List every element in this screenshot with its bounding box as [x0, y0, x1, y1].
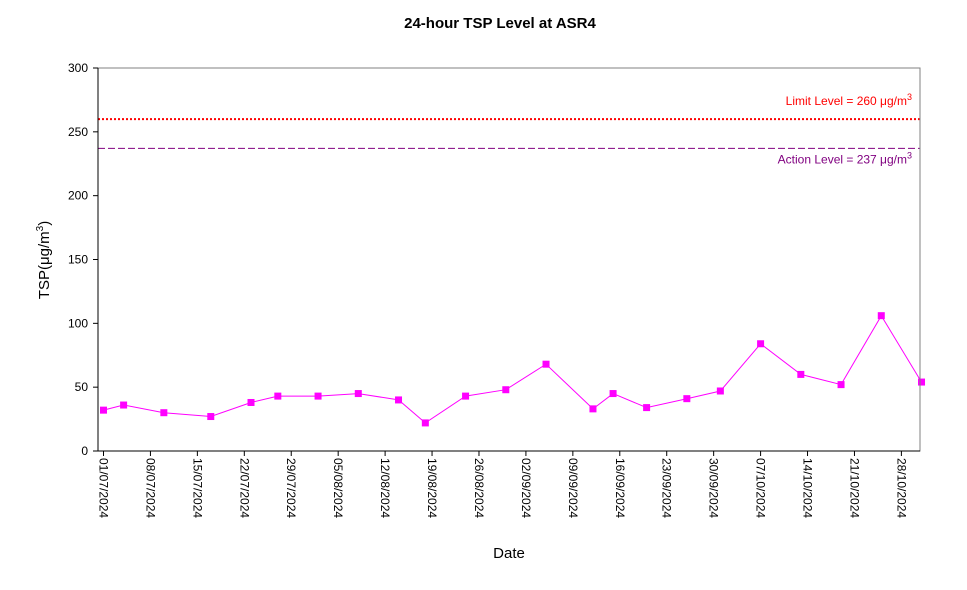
- series-group: [100, 312, 926, 427]
- x-tick-label: 02/09/2024: [519, 458, 533, 518]
- x-tick-label: 12/08/2024: [378, 458, 392, 518]
- x-tick-label: 05/08/2024: [331, 458, 345, 518]
- x-tick-label: 15/07/2024: [190, 458, 204, 518]
- data-point-marker: [502, 386, 510, 394]
- data-point-marker: [274, 392, 282, 400]
- y-tick-label: 0: [81, 444, 88, 458]
- data-point-marker: [314, 392, 322, 400]
- x-tick-label: 01/07/2024: [97, 458, 111, 518]
- plot-frame: [97, 67, 921, 452]
- data-point-marker: [395, 396, 403, 404]
- x-tick-label: 26/08/2024: [472, 458, 486, 518]
- axes: [97, 67, 921, 452]
- data-point-marker: [247, 398, 255, 406]
- y-axis-title-sup: 3: [35, 225, 46, 231]
- y-tick-label: 50: [75, 380, 89, 394]
- x-tick-label: 07/10/2024: [754, 458, 768, 518]
- x-tick-label: 16/09/2024: [613, 458, 627, 518]
- data-point-marker: [589, 405, 597, 413]
- data-point-marker: [100, 406, 107, 414]
- data-point-marker: [542, 360, 550, 368]
- x-axis-ticks: 01/07/2024 08/07/2024 15/07/2024 22/07/2024…: [97, 451, 908, 518]
- data-point-marker: [757, 340, 765, 348]
- reference-line-label-superscript: 3: [907, 150, 912, 160]
- x-tick-label: 28/10/2024: [894, 458, 908, 518]
- y-axis-title: TSP(μg/m3): [35, 221, 53, 299]
- data-point-marker: [609, 390, 617, 398]
- data-point-marker: [716, 387, 724, 395]
- x-tick-label: 30/09/2024: [707, 458, 721, 518]
- y-tick-label: 150: [68, 253, 88, 267]
- y-axis-ticks: 0 50 100 150 200 250 300: [68, 61, 98, 458]
- reference-line-label-text: Limit Level = 260 μg/m: [786, 94, 907, 108]
- data-point-marker: [160, 409, 168, 417]
- data-point-marker: [421, 419, 429, 427]
- y-tick-label: 100: [68, 316, 88, 330]
- x-tick-label: 21/10/2024: [847, 458, 861, 518]
- series-line: [103, 314, 922, 424]
- chart-title: 24-hour TSP Level at ASR4: [404, 15, 596, 32]
- x-tick-label: 14/10/2024: [801, 458, 815, 518]
- reference-line-label: Limit Level = 260 μg/m3: [786, 92, 912, 108]
- data-point-marker: [207, 413, 215, 421]
- data-point-marker: [354, 390, 362, 398]
- data-point-marker: [120, 401, 128, 409]
- x-tick-label: 19/08/2024: [425, 458, 439, 518]
- reference-line-label-text: Action Level = 237 μg/m: [778, 152, 907, 166]
- reference-line-label: Action Level = 237 μg/m3: [778, 150, 912, 166]
- data-point-marker: [837, 381, 845, 389]
- data-point-marker: [683, 395, 691, 403]
- y-axis-title-mu: μ: [36, 256, 53, 265]
- y-axis-title-suffix: ): [36, 221, 53, 226]
- data-point-marker: [462, 392, 470, 400]
- reference-line-label-superscript: 3: [907, 92, 912, 102]
- data-point-marker: [918, 378, 926, 386]
- y-axis-title-prefix: TSP(: [36, 265, 53, 299]
- y-tick-label: 250: [68, 125, 88, 139]
- data-point-marker: [643, 404, 651, 412]
- y-tick-label: 300: [68, 61, 88, 75]
- data-point-marker: [797, 370, 805, 378]
- x-tick-label: 23/09/2024: [660, 458, 674, 518]
- data-point-marker: [877, 312, 885, 320]
- x-tick-label: 29/07/2024: [284, 458, 298, 518]
- x-axis-title: Date: [493, 545, 525, 562]
- x-tick-label: 09/09/2024: [566, 458, 580, 518]
- x-tick-label: 22/07/2024: [237, 458, 251, 518]
- y-axis-title-unit: g/m: [36, 231, 53, 256]
- x-tick-label: 08/07/2024: [143, 458, 157, 518]
- y-tick-label: 200: [68, 189, 88, 203]
